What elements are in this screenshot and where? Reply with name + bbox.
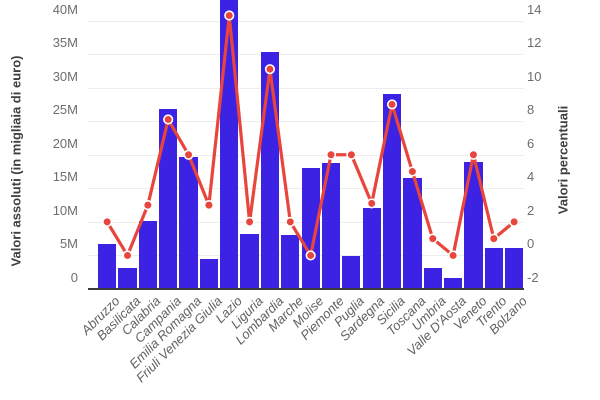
line-point-valle-d-aosta[interactable] [448, 250, 459, 261]
left-axis-tick: 0 [70, 270, 78, 285]
right-axis-tick: -2 [527, 270, 539, 285]
bar-abruzzo[interactable] [98, 244, 117, 289]
left-axis-tick: 5M [59, 236, 78, 252]
line-point-calabria[interactable] [142, 200, 153, 211]
left-axis-tick: 40M [52, 1, 78, 17]
bar-campania[interactable] [159, 109, 178, 289]
bar-basilicata[interactable] [118, 267, 137, 289]
right-axis-tick: 2 [527, 202, 535, 218]
left-axis-tick: 10M [52, 202, 78, 218]
right-axis-tick: 0 [527, 236, 535, 252]
left-axis-tick: 35M [52, 35, 78, 51]
bar-marche[interactable] [281, 234, 300, 289]
bar-molise[interactable] [301, 167, 320, 289]
line-point-umbria[interactable] [427, 233, 438, 244]
right-axis-tick: 4 [527, 169, 535, 185]
line-point-liguria[interactable] [244, 216, 255, 227]
bar-friuli-venezia-giulia[interactable] [199, 259, 219, 289]
left-axis-tick: 15M [52, 169, 78, 185]
line-point-piemonte[interactable] [325, 149, 337, 160]
bar-liguria[interactable] [240, 233, 259, 289]
left-axis-tick: 20M [52, 135, 78, 151]
line-point-sicilia[interactable] [386, 99, 398, 110]
line-point-puglia[interactable] [346, 149, 357, 160]
plot-area [88, 0, 524, 289]
bar-piemonte[interactable] [321, 162, 341, 289]
bar-lazio[interactable] [220, 0, 239, 289]
line-point-lazio[interactable] [224, 10, 235, 21]
right-axis-tick: 10 [527, 68, 542, 84]
line-point-lombardia[interactable] [264, 64, 276, 75]
left-axis-title: Valori assoluti (in migliaia di euro) [8, 55, 24, 267]
bar-veneto[interactable] [464, 161, 483, 289]
left-axis-tick: 25M [52, 102, 78, 118]
bar-calabria[interactable] [138, 221, 157, 289]
bar-sardegna[interactable] [362, 207, 381, 289]
left-axis-tick: 30M [52, 68, 78, 84]
bar-sicilia[interactable] [382, 94, 402, 289]
right-axis-tick: 14 [527, 1, 542, 17]
line-point-bolzano[interactable] [509, 216, 520, 227]
line-point-molise[interactable] [305, 250, 316, 261]
bar-lombardia[interactable] [260, 52, 280, 289]
line-point-campania[interactable] [163, 114, 174, 125]
bar-valle-d-aosta[interactable] [443, 278, 463, 289]
line-point-sardegna[interactable] [366, 198, 377, 209]
bar-toscana[interactable] [403, 178, 422, 289]
right-axis-tick: 6 [527, 135, 535, 151]
x-axis-line [88, 288, 524, 290]
bar-umbria[interactable] [423, 268, 442, 289]
right-axis-title: Valori percentuali [555, 105, 571, 215]
line-point-abruzzo[interactable] [102, 216, 113, 227]
line-point-friuli-venezia-giulia[interactable] [203, 200, 214, 211]
line-point-basilicata[interactable] [122, 250, 133, 261]
line-point-veneto[interactable] [468, 149, 479, 160]
bar-emilia-romagna[interactable] [179, 157, 198, 289]
line-point-emilia-romagna[interactable] [183, 149, 194, 160]
line-point-marche[interactable] [285, 216, 296, 227]
line-point-trento[interactable] [488, 233, 499, 244]
bar-trento[interactable] [484, 248, 503, 289]
right-axis-tick: 8 [527, 102, 535, 118]
line-point-toscana[interactable] [407, 166, 418, 177]
bar-puglia[interactable] [342, 256, 361, 289]
bar-bolzano[interactable] [505, 248, 524, 289]
right-axis-tick: 12 [527, 35, 542, 51]
